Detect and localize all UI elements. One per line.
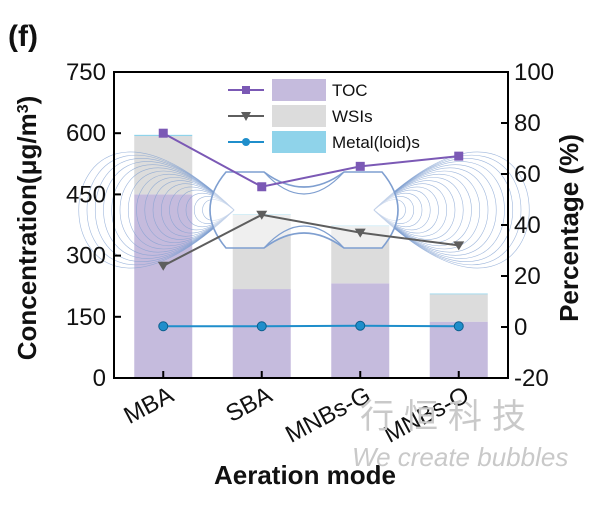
logo-field-line-left xyxy=(86,155,235,265)
bar-metal-loid-s-mnbs-o xyxy=(429,293,488,295)
logo-outline xyxy=(209,171,399,249)
logo-field-line-left xyxy=(119,167,235,253)
x-tick-label-sba: SBA xyxy=(221,381,276,427)
y2-tick-label: 40 xyxy=(514,212,541,239)
y2-tick-label: 0 xyxy=(514,314,527,341)
logo-field-line-right xyxy=(373,170,481,250)
marker-wsis-sba xyxy=(256,210,268,220)
y-tick-label: 750 xyxy=(66,59,106,86)
x-axis-title: Aeration mode xyxy=(214,460,396,490)
logo-field-line-right xyxy=(373,164,497,256)
legend-marker-metal-loid-s xyxy=(242,138,250,146)
logo-field-line-right xyxy=(373,167,489,253)
x-tick-label-mba: MBA xyxy=(119,381,178,429)
y-axis-title-main: Concentration(μg/m xyxy=(12,113,42,360)
y2-axis-title: Percentage (%) xyxy=(554,134,584,322)
marker-wsis-mba xyxy=(157,261,169,271)
marker-metal-loid-s-mnbs-g xyxy=(355,320,366,331)
logo-field-line-right xyxy=(373,155,522,265)
y2-tick-label: 80 xyxy=(514,110,541,137)
marker-toc-mnbs-g xyxy=(355,161,365,171)
y-tick-label: 150 xyxy=(66,304,106,331)
marker-metal-loid-s-sba xyxy=(256,321,267,332)
watermark-en: We create bubbles xyxy=(352,442,568,472)
legend-swatch-metal-loid-s xyxy=(272,131,326,153)
y2-tick-label: 100 xyxy=(514,59,554,86)
logo-field-line-left xyxy=(94,158,235,262)
y-axis-title-close: ) xyxy=(12,96,42,105)
logo-field-line-left xyxy=(127,170,235,250)
y-tick-label: 600 xyxy=(66,120,106,147)
panel-label: (f) xyxy=(8,20,38,53)
legend-swatch-toc xyxy=(272,79,326,101)
logo-field-line-left xyxy=(111,164,235,256)
marker-toc-sba xyxy=(257,182,267,192)
bar-wsis-mnbs-o xyxy=(429,294,488,322)
logo-field-line-right xyxy=(373,183,448,237)
logo-field-line-left xyxy=(78,151,235,269)
y-tick-label: 450 xyxy=(66,181,106,208)
legend-swatch-wsis xyxy=(272,105,326,127)
logo-field-line-right xyxy=(373,158,514,262)
y2-tick-label: 60 xyxy=(514,161,541,188)
y2-tick-label: -20 xyxy=(514,365,549,392)
line-metal-loid-s xyxy=(163,324,459,328)
logo-throat xyxy=(263,171,345,249)
legend-marker-wsis xyxy=(241,112,251,121)
legend-label-toc: TOC xyxy=(332,81,368,100)
watermark-cn: 行恒科技 xyxy=(360,398,536,436)
line-wsis xyxy=(162,213,459,267)
marker-metal-loid-s-mnbs-o xyxy=(453,321,464,332)
logo-field-line-left xyxy=(103,161,235,259)
marker-wsis-mnbs-g xyxy=(354,228,366,238)
legend-label-metal-loid-s: Metal(loid)s xyxy=(332,133,420,152)
y-axis-title: Concentration(μg/m3) xyxy=(12,96,42,361)
y-axis-title-sup: 3 xyxy=(15,104,32,113)
marker-metal-loid-s-mba xyxy=(158,321,169,332)
bar-toc-mba xyxy=(134,194,193,378)
legend-label-wsis: WSIs xyxy=(332,107,373,126)
y-tick-label: 300 xyxy=(66,243,106,270)
y2-tick-label: 20 xyxy=(514,263,541,290)
marker-wsis-mnbs-o xyxy=(453,241,465,251)
marker-toc-mnbs-o xyxy=(454,151,464,161)
legend-marker-toc xyxy=(242,86,250,94)
logo-field-line-right xyxy=(373,161,505,259)
logo-field-line-left xyxy=(160,183,235,237)
marker-toc-mba xyxy=(158,128,168,138)
bar-toc-sba xyxy=(232,289,291,378)
y-tick-label: 0 xyxy=(93,365,106,392)
line-toc xyxy=(162,132,459,188)
